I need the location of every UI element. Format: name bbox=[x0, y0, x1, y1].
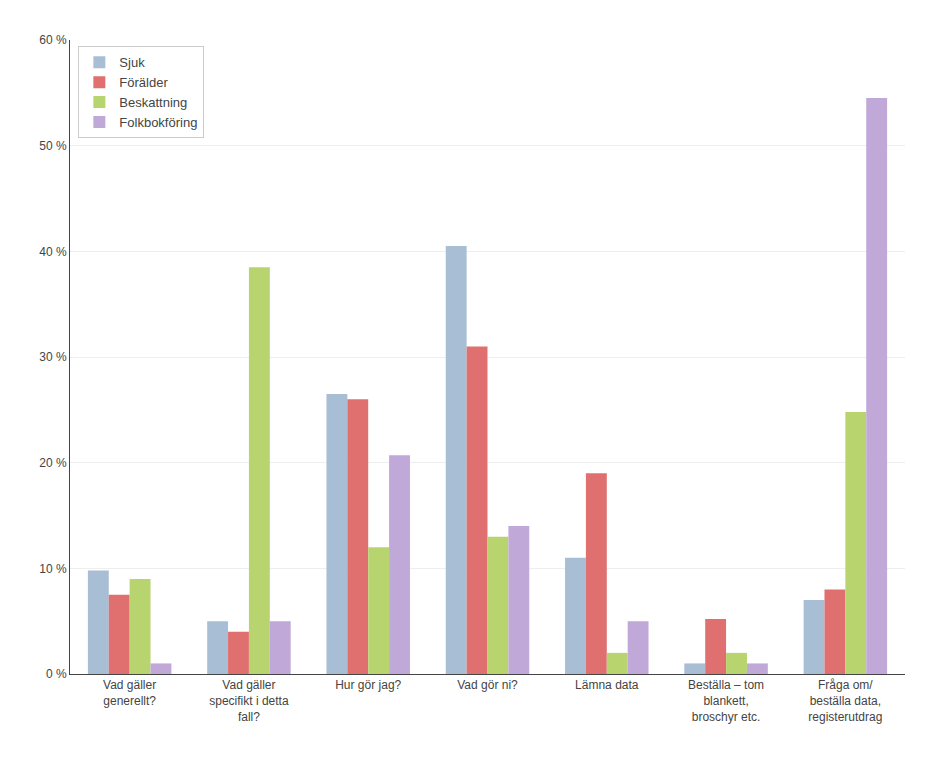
svg-text:Vad gällergenerellt?: Vad gällergenerellt? bbox=[103, 678, 156, 708]
svg-text:50 %: 50 % bbox=[39, 139, 67, 153]
svg-text:20 %: 20 % bbox=[39, 456, 67, 470]
svg-text:Förälder: Förälder bbox=[119, 75, 168, 90]
svg-text:Beställa – tomblankett,broschy: Beställa – tomblankett,broschyr etc. bbox=[688, 678, 764, 723]
svg-text:Folkbokföring: Folkbokföring bbox=[119, 115, 197, 130]
svg-text:Lämna data: Lämna data bbox=[575, 678, 639, 692]
svg-text:Vad gällerspecifikt i dettafal: Vad gällerspecifikt i dettafall? bbox=[209, 678, 289, 723]
svg-text:60 %: 60 % bbox=[39, 33, 67, 47]
svg-text:30 %: 30 % bbox=[39, 350, 67, 364]
svg-text:Fråga om/beställa data,registe: Fråga om/beställa data,registerutdrag bbox=[808, 678, 882, 723]
svg-text:10 %: 10 % bbox=[39, 562, 67, 576]
svg-text:Vad gör ni?: Vad gör ni? bbox=[457, 678, 518, 692]
svg-text:Hur gör jag?: Hur gör jag? bbox=[335, 678, 401, 692]
svg-text:0 %: 0 % bbox=[46, 667, 67, 681]
svg-text:40 %: 40 % bbox=[39, 245, 67, 259]
svg-text:Sjuk: Sjuk bbox=[119, 55, 145, 70]
svg-text:Beskattning: Beskattning bbox=[119, 95, 187, 110]
